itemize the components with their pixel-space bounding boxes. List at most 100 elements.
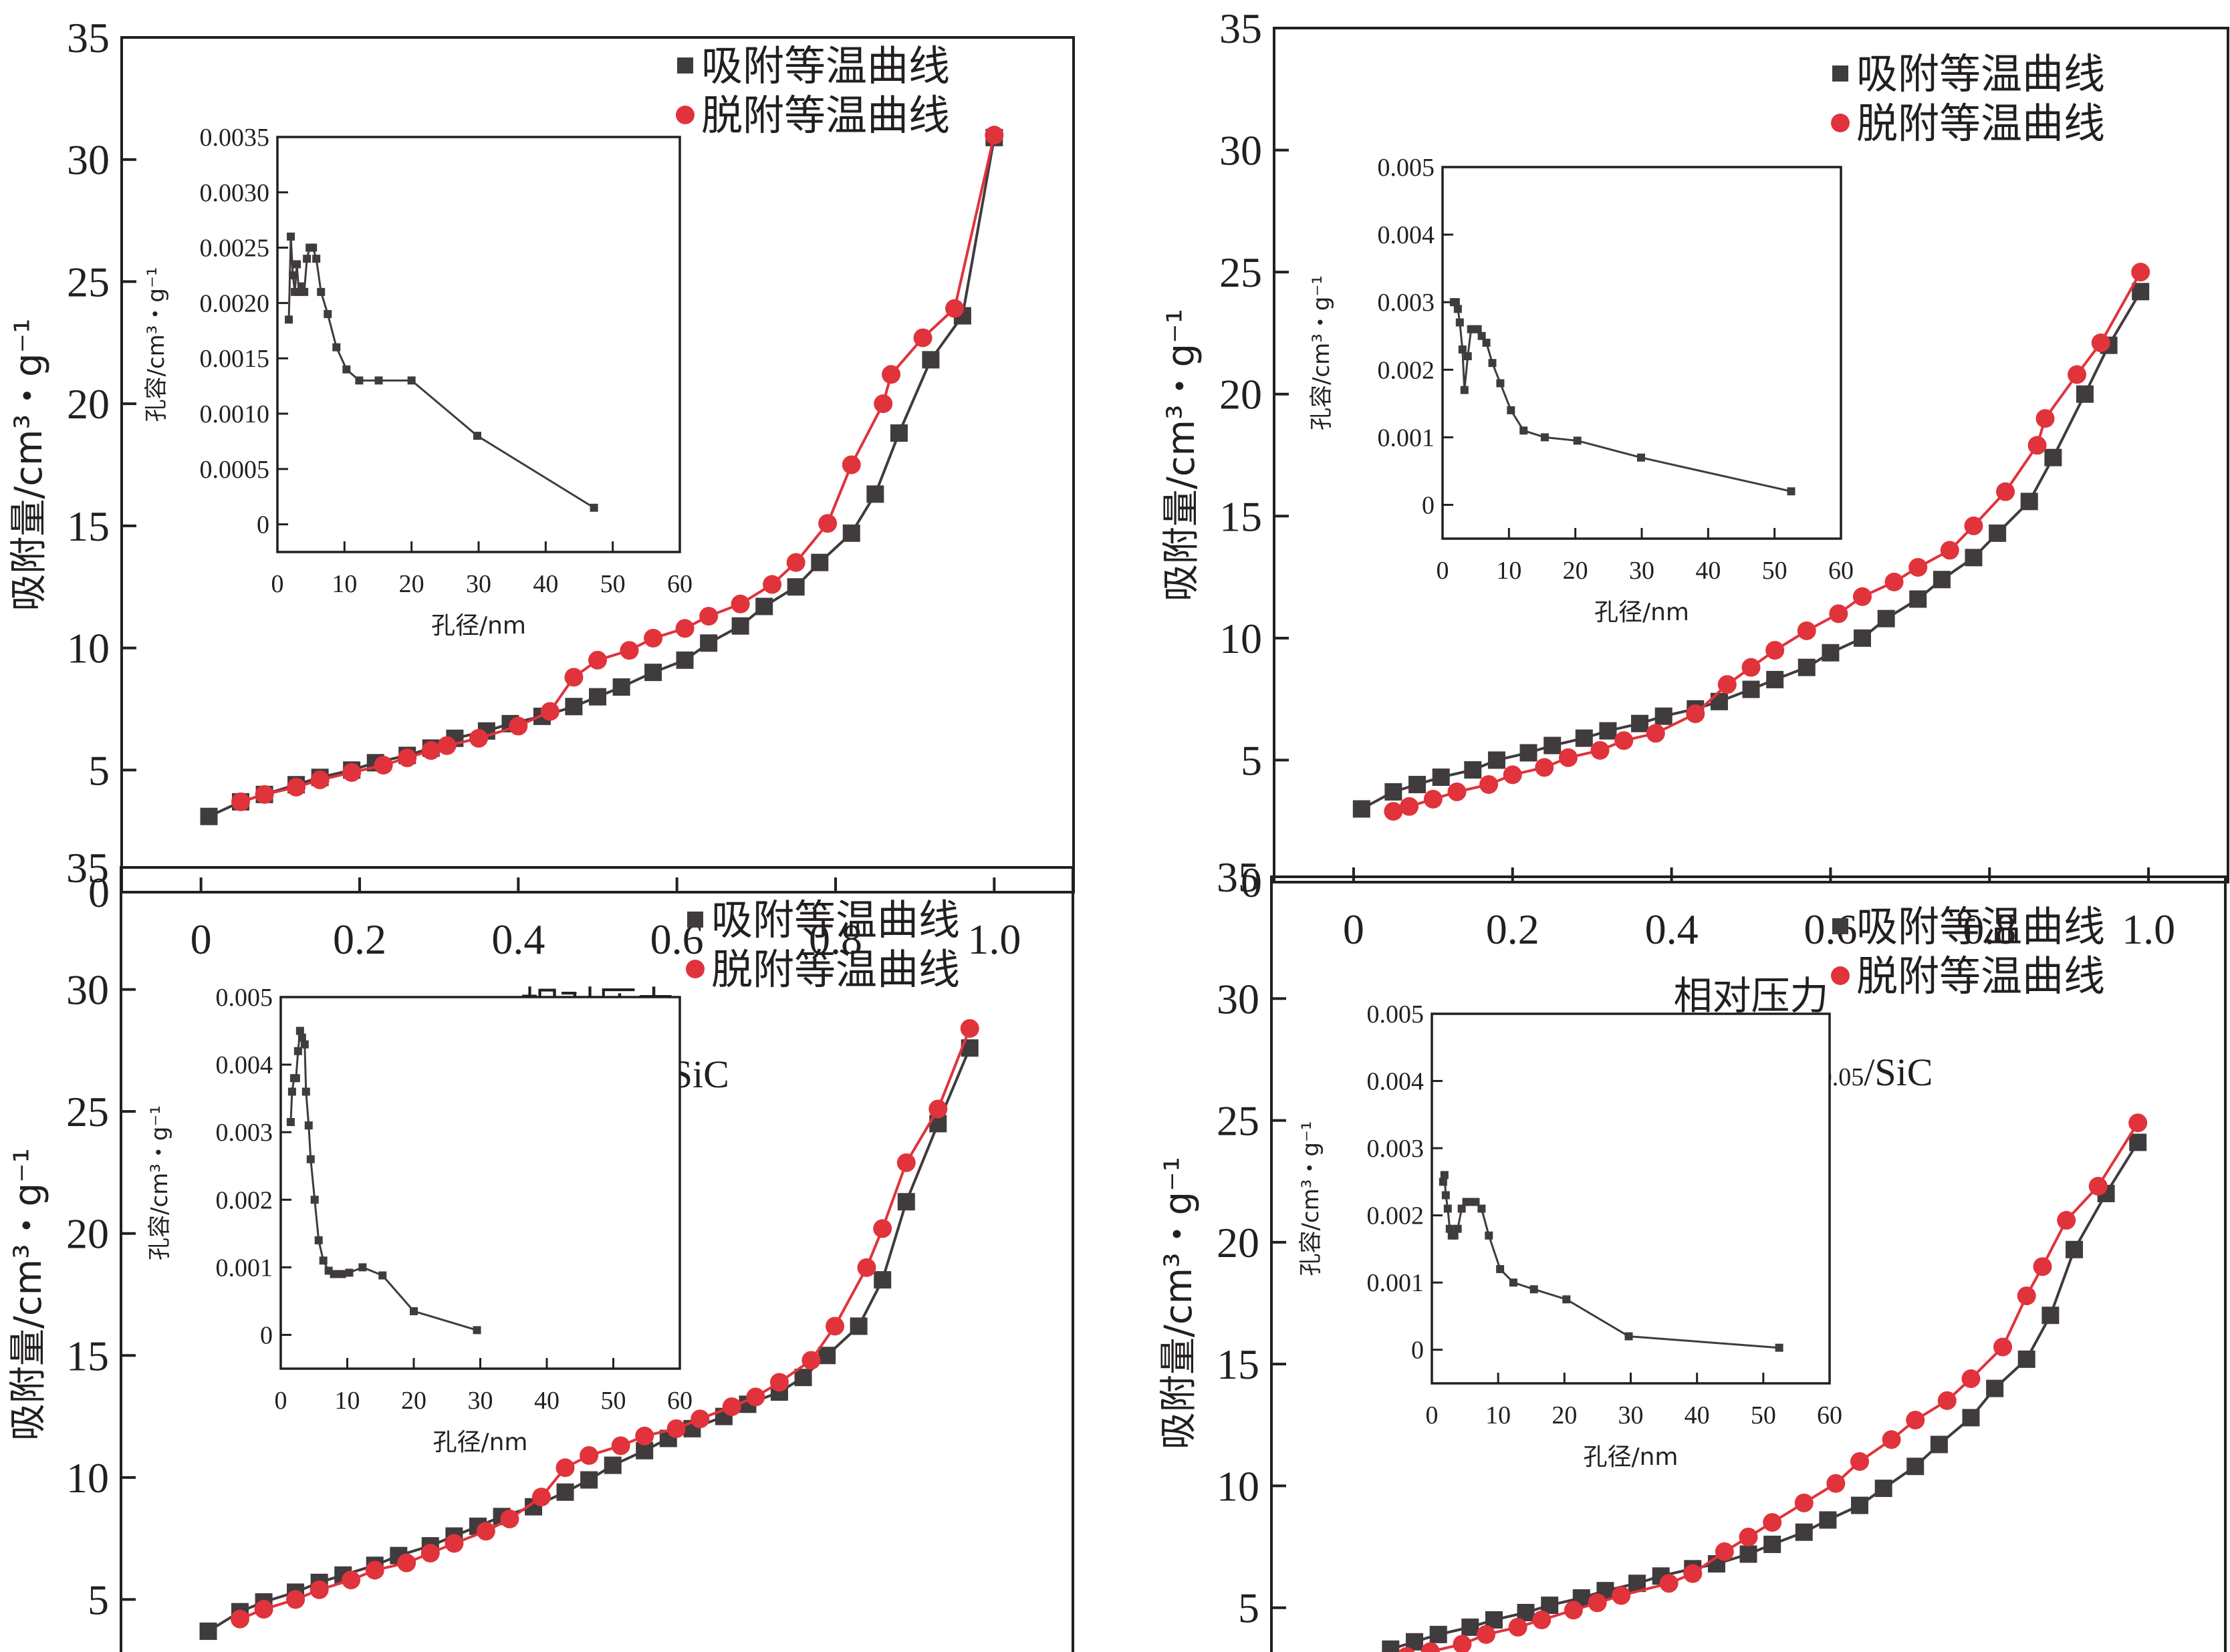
y-tick-label: 25 [1217,1097,1259,1145]
adsorption-point [2044,448,2062,466]
legend-adsorption-label: 吸附等温曲线 [1856,902,2105,951]
inset-point [1637,453,1646,462]
desorption-point [254,1600,273,1619]
adsorption-point [1965,549,1983,567]
adsorption-point [1739,1545,1757,1563]
y-tick-label: 20 [1219,371,1262,418]
inset-point [301,1087,310,1096]
desorption-point [231,792,250,811]
inset-x-tick-label: 60 [1817,1401,1842,1429]
adsorption-point [1654,707,1672,725]
adsorption-point [700,634,718,652]
y-tick-label: 5 [1238,1585,1259,1632]
desorption-point [420,1544,440,1563]
y-tick-label: 5 [88,746,110,794]
x-tick-label: 0.4 [491,916,545,963]
inset-point [287,1087,296,1096]
desorption-point [342,763,362,782]
inset-line [289,1030,477,1331]
inset-x-tick-label: 40 [533,570,558,598]
legend-adsorption-label: 吸附等温曲线 [1856,49,2105,98]
inset-point [1463,352,1472,361]
desorption-point [309,1580,329,1599]
desorption-point [365,1560,384,1580]
inset-x-axis-label: 孔径/nm [1594,599,1689,626]
inset-point [358,1263,367,1272]
adsorption-point [1877,609,1895,628]
inset-point [1624,1332,1633,1341]
desorption-point [1996,482,2015,501]
inset-point [1496,1265,1505,1274]
desorption-point [1826,1474,1846,1493]
desorption-point [540,702,560,721]
adsorption-point [1408,775,1427,793]
inset-y-tick-label: 0.0020 [200,289,270,317]
desorption-point [873,1219,892,1238]
inset-y-tick-label: 0.005 [1367,1000,1424,1028]
desorption-point [421,741,441,761]
y-tick-label: 5 [1241,736,1262,784]
desorption-point [509,716,528,736]
desorption-point [666,1419,686,1438]
desorption-point [945,299,964,318]
inset-y-tick-label: 0.003 [1378,289,1435,317]
inset-y-tick-label: 0.001 [216,1254,273,1282]
inset-point [355,376,364,385]
inset-point [1519,426,1528,435]
desorption-point [722,1397,741,1416]
adsorption-point [1461,1618,1479,1636]
desorption-line [1421,1122,2139,1652]
desorption-point [2091,333,2110,353]
inset-point [1450,1231,1459,1240]
inset-point [310,1196,319,1204]
inset-x-tick-label: 10 [1485,1401,1511,1429]
y-axis-label: 吸附量/cm³・g⁻¹ [1160,309,1203,601]
inset-x-tick-label: 30 [468,1387,493,1415]
desorption-point [818,514,838,533]
inset-y-tick-label: 0.0015 [200,345,270,373]
inset-x-tick-label: 20 [399,570,424,598]
inset-x-tick-label: 40 [1685,1401,1710,1429]
inset-x-tick-label: 0 [1437,557,1449,585]
desorption-line [240,134,996,803]
desorption-point [1564,1601,1583,1620]
desorption-point [2128,1113,2148,1133]
y-axis-label: 吸附量/cm³・g⁻¹ [7,1148,50,1441]
y-tick-label: 0 [1241,859,1262,906]
inset-y-tick-label: 0.0025 [200,235,270,263]
desorption-point [1937,1391,1957,1410]
desorption-point [1683,1564,1703,1583]
desorption-point [2027,436,2047,455]
inset-point [473,432,481,440]
desorption-point [397,1553,416,1572]
adsorption-point [1763,1535,1781,1553]
y-tick-label: 10 [1217,1462,1259,1510]
adsorption-point [199,1622,217,1640]
desorption-point [1739,1527,1758,1546]
adsorption-point [866,485,884,503]
inset-x-tick-label: 50 [601,1387,626,1415]
adsorption-point [1487,751,1505,769]
desorption-point [231,1609,249,1629]
inset-y-tick-label: 0.001 [1367,1269,1424,1297]
inset-point [319,1256,328,1265]
inset-point [1471,1198,1480,1206]
inset-point [1477,1204,1486,1213]
inset-y-tick-label: 0.004 [216,1051,273,1079]
inset-y-tick-label: 0 [1411,1337,1424,1365]
y-tick-label: 30 [67,136,110,184]
inset-point [1488,359,1497,368]
legend-adsorption-marker [687,912,703,928]
inset-x-tick-label: 20 [1563,557,1588,585]
inset-x-tick-label: 40 [1695,557,1721,585]
inset-frame [1441,166,1842,540]
adsorption-point [1933,571,1951,589]
caption-text: /SiC [1864,1051,1933,1094]
adsorption-point [1853,629,1871,647]
desorption-point [1646,724,1665,743]
y-tick-label: 25 [66,1088,109,1135]
x-tick-label: 0.4 [1645,906,1699,953]
inset-y-tick-label: 0.002 [1367,1202,1424,1230]
inset-point [1451,298,1460,307]
